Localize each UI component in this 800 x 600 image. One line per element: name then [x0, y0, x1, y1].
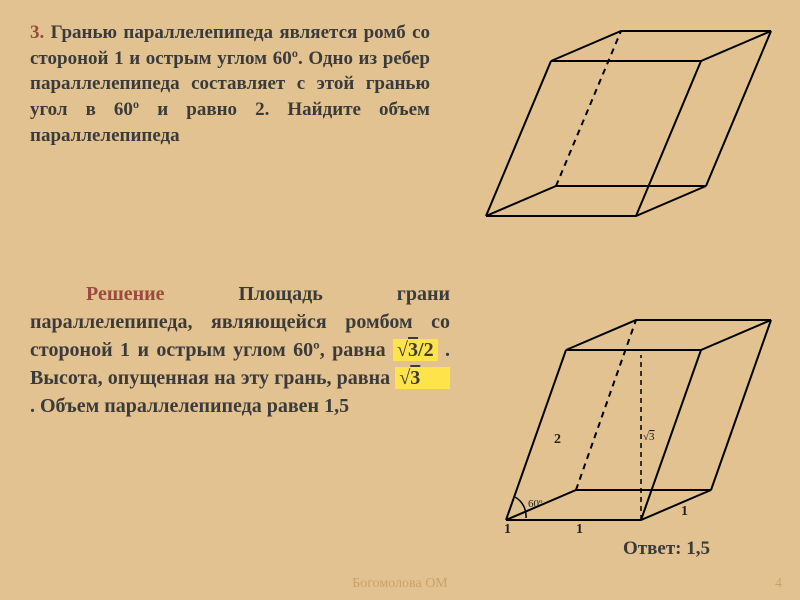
- answer: Ответ: 1,5: [623, 538, 710, 560]
- solution-label: Решение: [86, 283, 165, 305]
- problem-text: 3. Гранью параллелепипеда является ромб …: [30, 20, 430, 148]
- label-side-c: 1: [681, 504, 688, 519]
- solution-text: Решение Площадь грани параллелепипеда, я…: [30, 280, 450, 420]
- footer-author: Богомолова ОМ: [0, 576, 800, 592]
- label-edge-2: 2: [554, 432, 561, 447]
- diagram-bottom: 2 √3 60º 1 1 1: [486, 275, 786, 535]
- problem-body: Гранью параллелепипеда является ромб со …: [30, 22, 430, 146]
- slide-root: 3. Гранью параллелепипеда является ромб …: [0, 0, 800, 600]
- solution-part3: . Объем параллелепипеда равен 1,5: [30, 395, 349, 417]
- problem-number: 3.: [30, 22, 51, 43]
- diagram-top: [466, 6, 786, 226]
- label-angle: 60º: [528, 498, 543, 510]
- label-side-b: 1: [576, 522, 583, 535]
- label-side-a: 1: [504, 522, 511, 535]
- answer-label: Ответ:: [623, 538, 686, 559]
- label-height: √3: [643, 431, 655, 443]
- footer-page: 4: [775, 576, 782, 592]
- solution-highlight-2: √3: [395, 367, 450, 389]
- answer-value: 1,5: [686, 538, 710, 559]
- solution-highlight-1: √3/2: [393, 339, 438, 361]
